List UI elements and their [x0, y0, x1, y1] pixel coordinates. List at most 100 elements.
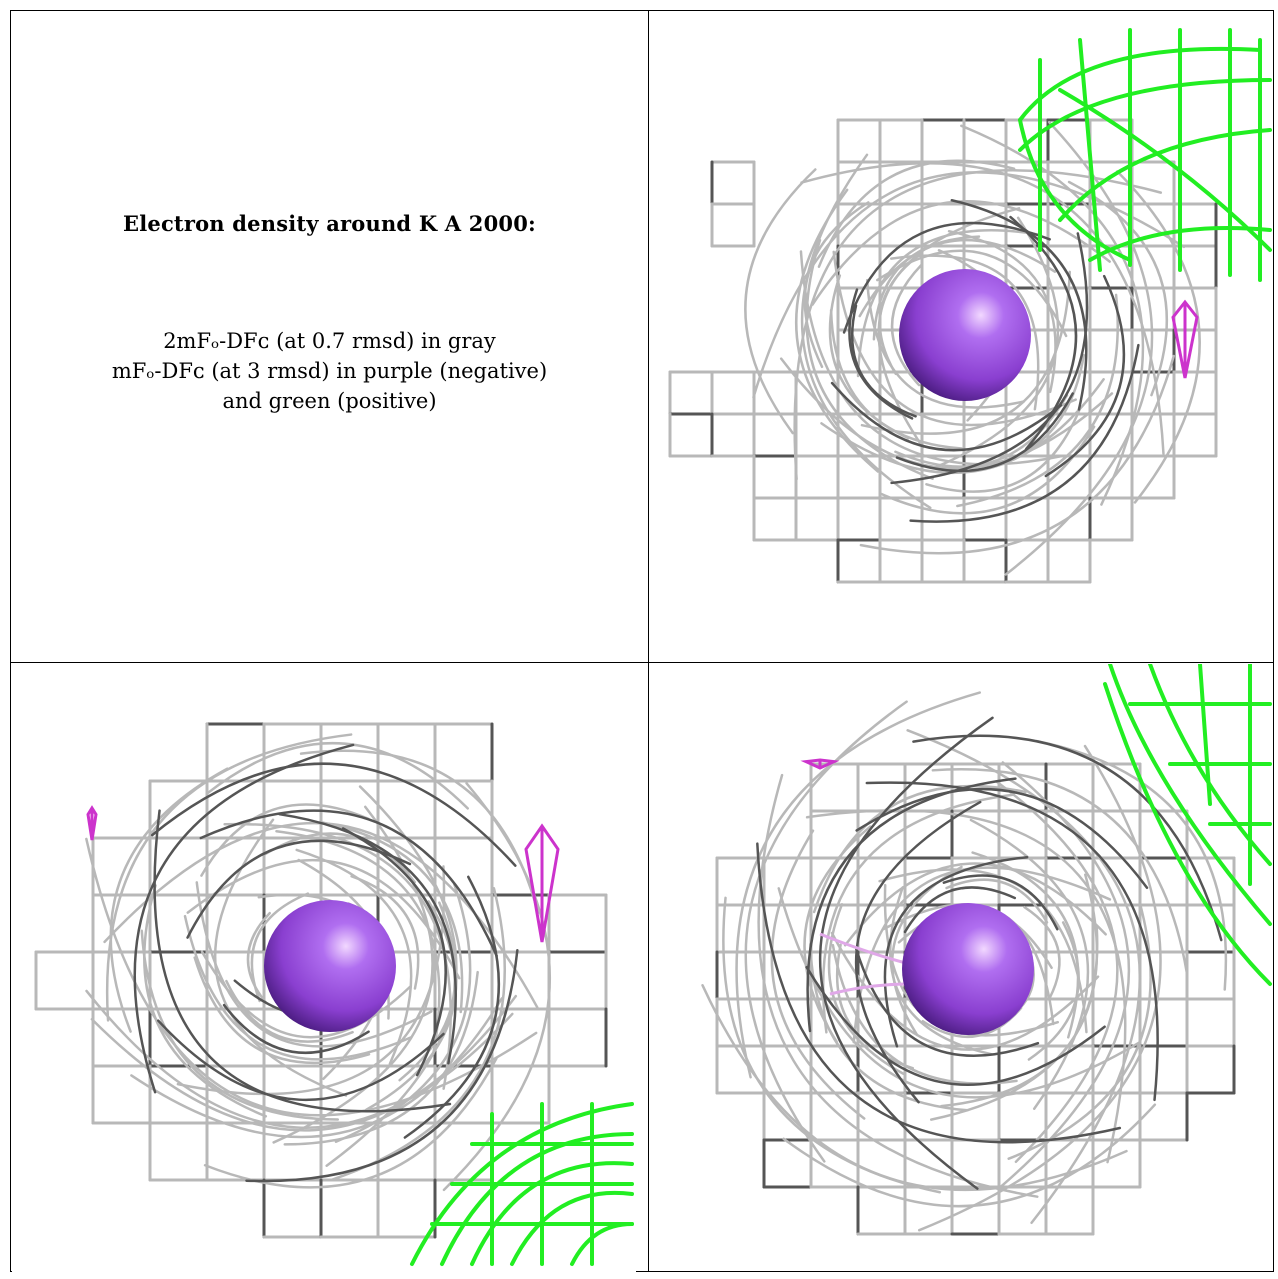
mesh-curve	[103, 822, 539, 1009]
figure-frame	[10, 10, 1274, 1272]
positive-density-line	[1198, 664, 1212, 806]
density-view-bottom-left	[34, 722, 634, 1266]
mesh-curve	[860, 270, 1072, 435]
mesh-curve	[200, 803, 370, 877]
mesh-curve	[770, 829, 866, 1120]
mesh-curve	[330, 887, 506, 1182]
mesh-curve	[365, 901, 458, 1111]
mesh-curve	[848, 288, 914, 420]
negative-density-blob	[524, 823, 560, 943]
vertical-divider	[648, 10, 649, 1272]
caption-title: Electron density around K A 2000:	[123, 211, 536, 236]
density-view-top-right	[668, 28, 1272, 584]
mesh-curve	[442, 782, 551, 1192]
mesh-curve	[956, 293, 1119, 508]
mesh-curve	[969, 818, 1090, 1110]
mesh-curve	[827, 903, 905, 1076]
negative-density-faint	[819, 932, 911, 996]
mesh-curve	[812, 784, 1027, 914]
positive-density-line	[1103, 682, 1272, 986]
mesh-curve	[865, 278, 1026, 409]
mesh-curve	[855, 787, 1149, 890]
mesh-curve	[852, 866, 1112, 1044]
mesh-curve	[890, 263, 923, 387]
mesh-curve	[205, 742, 469, 810]
mesh-curve	[817, 159, 1016, 268]
view-bottom-right	[650, 664, 1272, 1270]
mesh-curve	[744, 700, 908, 1163]
mesh-curve	[245, 949, 519, 1183]
mesh-curve	[1115, 170, 1201, 504]
mesh-curve	[842, 221, 1051, 334]
mesh-curve	[782, 1103, 1157, 1208]
mesh-curve	[895, 392, 1074, 473]
mesh-curve	[806, 777, 1017, 1033]
view-bottom-left	[12, 664, 636, 1272]
potassium-ion-sphere	[902, 903, 1034, 1035]
gray-mesh	[701, 691, 1236, 1236]
mesh-curve	[865, 781, 1159, 1102]
caption-line-1: 2mFₒ-DFᴄ (at 0.7 rmsd) in gray	[163, 329, 496, 353]
mesh-curve	[744, 168, 817, 435]
positive-density-line	[410, 1102, 634, 1266]
mesh-curve	[199, 809, 498, 958]
mesh-curve	[856, 229, 1039, 378]
mesh-curve	[821, 793, 1016, 1034]
purple-mesh-negative	[800, 758, 911, 996]
positive-density-line	[1018, 46, 1262, 122]
mesh-curve	[925, 407, 1081, 493]
mesh-curve	[918, 744, 1162, 1232]
mesh-curve	[931, 768, 1189, 974]
mesh-curve	[299, 749, 540, 915]
figure-caption: Electron density around K A 2000: 2mFₒ-D…	[11, 11, 648, 662]
mesh-curve	[883, 855, 1029, 1048]
mesh-curve	[143, 884, 268, 1118]
caption-line-3: and green (positive)	[222, 389, 437, 413]
mesh-curve	[830, 931, 1100, 1051]
mesh-curve	[193, 956, 371, 1064]
mesh-curve	[223, 822, 452, 1090]
mesh-curve	[157, 1019, 445, 1101]
view-top-right	[660, 20, 1272, 640]
mesh-curve	[779, 357, 1114, 470]
mesh-curve	[250, 892, 310, 1003]
mesh-curve	[757, 773, 1039, 1198]
mesh-curve	[877, 207, 1021, 449]
mesh-curve	[90, 994, 518, 1132]
green-mesh-positive	[410, 1102, 634, 1266]
positive-density-line	[1108, 664, 1272, 926]
mesh-curve	[722, 896, 942, 1194]
mesh-curve	[829, 308, 963, 450]
mesh-curve	[890, 232, 1089, 485]
caption-line-2: mFₒ-DFᴄ (at 3 rmsd) in purple (negative)	[111, 359, 548, 383]
purple-mesh-negative	[1171, 299, 1199, 379]
mesh-curve	[752, 171, 1186, 399]
mesh-curve	[1044, 274, 1126, 478]
mesh-curve	[350, 875, 420, 990]
mesh-curve	[403, 875, 501, 1139]
mesh-curve	[186, 858, 461, 980]
mesh-curve	[150, 762, 517, 867]
mesh-curve	[811, 200, 1111, 306]
mesh-curve	[903, 886, 1017, 934]
mesh-curve	[756, 842, 1122, 1144]
mesh-curve	[1035, 739, 1228, 991]
mesh-curve	[246, 911, 271, 1005]
mesh-curve	[805, 238, 934, 481]
positive-density-line	[1088, 226, 1272, 262]
mesh-curve	[805, 809, 1127, 1164]
mesh-curve	[225, 979, 354, 1043]
mesh-curve	[195, 881, 433, 1048]
mesh-curve	[183, 914, 413, 1061]
mesh-curve	[960, 124, 1145, 506]
mesh-curve	[854, 947, 1040, 1057]
negative-density-blob	[800, 758, 840, 770]
mesh-curve	[805, 965, 1106, 1086]
purple-mesh-negative	[86, 805, 560, 943]
positive-density-line	[1058, 128, 1272, 222]
mesh-curve	[836, 943, 915, 1070]
gray-mesh	[34, 722, 608, 1239]
mesh-curve	[935, 216, 1060, 469]
positive-density-line	[510, 1190, 634, 1266]
mesh-curve	[1023, 905, 1061, 1000]
